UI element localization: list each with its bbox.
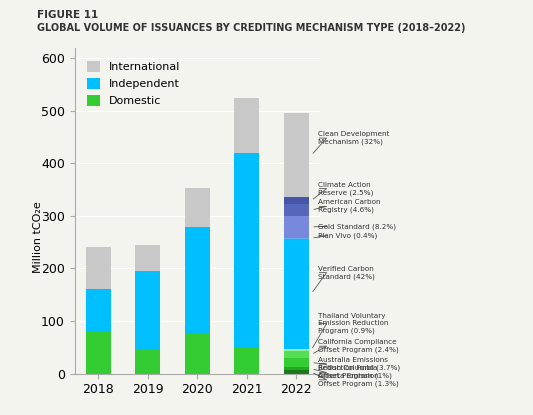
Bar: [86, 247, 110, 289]
Text: Verified Carbon
Standard (42%): Verified Carbon Standard (42%): [318, 266, 375, 280]
Bar: [284, 370, 309, 374]
Bar: [185, 332, 209, 374]
Bar: [86, 289, 110, 332]
Bar: [185, 188, 209, 227]
Legend: International, Independent, Domestic: International, Independent, Domestic: [83, 56, 185, 111]
Bar: [284, 204, 309, 216]
Text: California Compliance
Offset Program (2.4%): California Compliance Offset Program (2.…: [318, 339, 398, 353]
Text: GLOBAL VOLUME OF ISSUANCES BY CREDITING MECHANISM TYPE (2018–2022): GLOBAL VOLUME OF ISSUANCES BY CREDITING …: [37, 23, 466, 33]
Bar: [135, 350, 160, 374]
Bar: [284, 358, 309, 367]
Text: Plan Vivo (0.4%): Plan Vivo (0.4%): [318, 232, 377, 239]
Bar: [235, 153, 259, 347]
Bar: [284, 349, 309, 352]
Bar: [235, 347, 259, 374]
Bar: [86, 332, 110, 374]
Text: British Columbia
Offset Program (1%): British Columbia Offset Program (1%): [318, 366, 391, 379]
Text: Alberta Emission
Offset Program (1.3%): Alberta Emission Offset Program (1.3%): [318, 373, 398, 387]
Text: Climate Action
Reserve (2.5%): Climate Action Reserve (2.5%): [318, 181, 373, 195]
Bar: [284, 352, 309, 358]
Bar: [135, 271, 160, 350]
Text: Gold Standard (8.2%): Gold Standard (8.2%): [318, 223, 395, 229]
Text: American Carbon
Registry (4.6%): American Carbon Registry (4.6%): [318, 200, 380, 213]
Bar: [185, 227, 209, 332]
Text: Clean Development
Mechanism (32%): Clean Development Mechanism (32%): [318, 131, 389, 145]
Bar: [284, 113, 309, 198]
Bar: [235, 98, 259, 153]
Bar: [284, 239, 309, 349]
Bar: [135, 245, 160, 271]
Text: FIGURE 11: FIGURE 11: [37, 10, 99, 20]
Bar: [284, 198, 309, 204]
Bar: [284, 216, 309, 238]
Y-axis label: Million tCO₂e: Million tCO₂e: [33, 201, 43, 273]
Text: Thailand Voluntary
Emission Reduction
Program (0.9%): Thailand Voluntary Emission Reduction Pr…: [318, 313, 388, 334]
Text: Australia Emissions
Reduction Fund (3.7%): Australia Emissions Reduction Fund (3.7%…: [318, 357, 400, 371]
Bar: [284, 367, 309, 370]
Bar: [284, 238, 309, 239]
